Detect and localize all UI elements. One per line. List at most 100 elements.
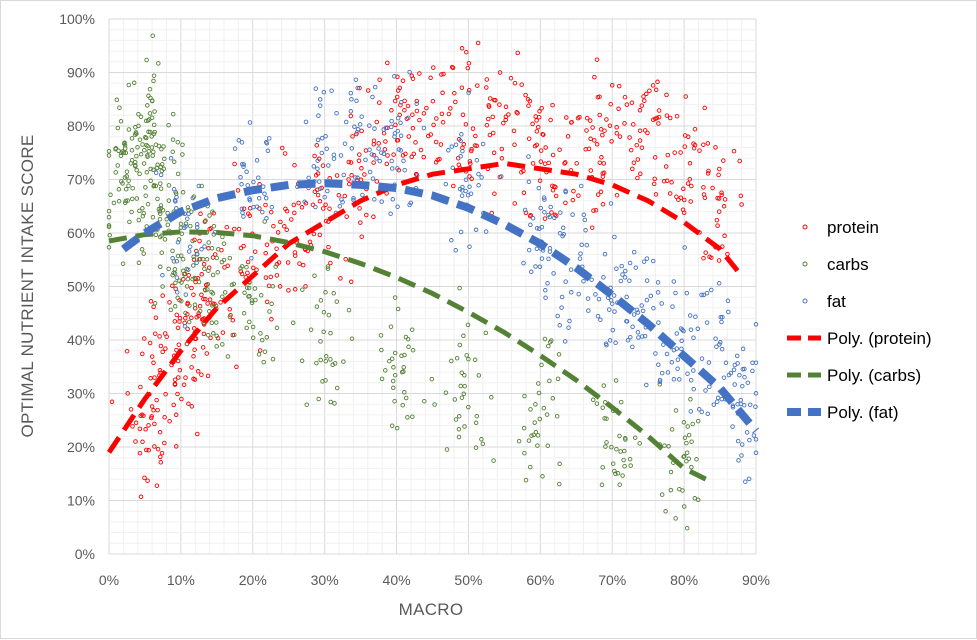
carbs-point — [300, 287, 305, 292]
protein-point — [144, 447, 149, 453]
carbs-point — [323, 290, 328, 295]
fat-point — [236, 138, 242, 143]
protein-point — [705, 141, 711, 146]
fat-point — [399, 100, 404, 105]
fat-point — [389, 124, 394, 130]
carbs-point — [153, 232, 159, 238]
carbs-point — [126, 127, 132, 132]
carbs-point — [210, 272, 216, 278]
fat-point — [388, 211, 393, 216]
carbs-point — [143, 185, 148, 190]
carbs-point — [536, 390, 542, 396]
protein-point — [542, 216, 548, 221]
carbs-point — [328, 330, 333, 336]
protein-point — [250, 265, 256, 271]
protein-point — [637, 128, 643, 133]
protein-point — [163, 346, 168, 351]
protein-point — [317, 232, 323, 238]
protein-point — [446, 111, 452, 117]
carbs-point — [325, 264, 331, 269]
fat-point — [695, 326, 701, 332]
carbs-point — [457, 285, 462, 291]
protein-point — [191, 376, 196, 382]
protein-point — [275, 230, 281, 235]
carbs-point — [462, 383, 467, 389]
carbs-point — [238, 266, 243, 271]
protein-point — [199, 272, 204, 277]
carbs-point — [461, 391, 467, 397]
fat-point — [262, 191, 267, 197]
carbs-point — [157, 216, 163, 222]
protein-point — [597, 94, 602, 99]
fat-point — [586, 308, 591, 313]
carbs-point — [332, 361, 338, 366]
protein-point — [257, 348, 263, 353]
fat-point — [751, 433, 757, 438]
carbs-point — [400, 402, 405, 408]
carbs-point — [422, 398, 427, 404]
fat-point — [254, 158, 260, 163]
carbs-point — [166, 266, 171, 272]
protein-point — [467, 174, 472, 179]
protein-point — [314, 143, 320, 148]
fat-point — [529, 269, 534, 275]
protein-point — [128, 407, 134, 412]
y-tick-label: 20% — [67, 439, 95, 455]
protein-point — [138, 494, 144, 500]
carbs-point — [474, 413, 480, 419]
fat-point — [316, 113, 321, 118]
fat-point — [182, 324, 188, 329]
protein-point — [224, 224, 230, 230]
carbs-point — [392, 295, 398, 300]
protein-point — [146, 448, 151, 453]
fat-point — [639, 303, 644, 308]
fat-point — [630, 344, 635, 350]
protein-point — [664, 92, 669, 98]
fat-point — [460, 148, 465, 154]
carbs-point — [314, 360, 319, 366]
fat-point — [238, 175, 243, 180]
protein-point — [475, 40, 481, 46]
fat-point — [483, 229, 489, 234]
carbs-point — [159, 162, 165, 167]
protein-point — [205, 373, 211, 379]
carbs-point — [123, 198, 129, 204]
protein-point — [437, 156, 442, 162]
carbs-point — [170, 248, 175, 254]
fat-point — [537, 264, 543, 270]
protein-point — [512, 80, 518, 86]
fat-point — [631, 249, 637, 255]
fat-point — [379, 150, 384, 155]
carbs-point — [137, 208, 142, 214]
fat-point — [583, 227, 588, 233]
fat-point — [559, 294, 565, 300]
protein-point — [687, 176, 693, 182]
carbs-point — [141, 251, 146, 256]
carbs-point — [165, 222, 171, 228]
protein-point — [179, 396, 184, 402]
y-tick-label: 90% — [67, 65, 95, 81]
protein-point — [464, 49, 469, 55]
protein-point — [336, 193, 342, 198]
protein-point — [486, 104, 492, 109]
fat-point — [369, 152, 375, 157]
fat-point — [359, 114, 364, 119]
fat-point — [367, 169, 373, 175]
protein-point — [628, 147, 634, 153]
carbs-point — [207, 213, 212, 218]
protein-point — [456, 162, 462, 168]
protein-point — [109, 399, 115, 405]
fat-point — [607, 338, 613, 343]
carbs-point — [392, 350, 398, 356]
fat-point — [744, 430, 750, 435]
protein-point — [466, 87, 472, 93]
fat-point — [311, 164, 317, 169]
protein-point — [716, 258, 722, 263]
fat-point — [458, 138, 463, 144]
protein-point — [235, 188, 241, 193]
fat-point — [606, 307, 612, 312]
carbs-point — [540, 474, 545, 479]
protein-point — [286, 288, 291, 293]
carbs-point — [156, 143, 162, 149]
fat-point — [499, 174, 504, 179]
